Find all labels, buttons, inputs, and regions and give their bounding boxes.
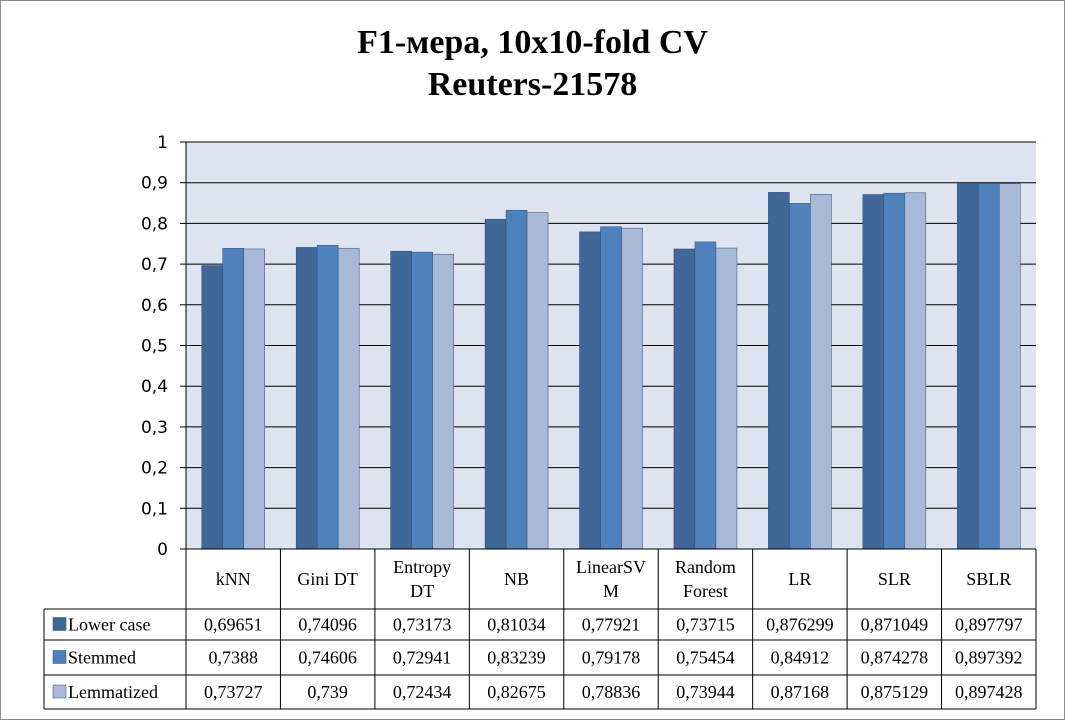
y-tick-label: 0,5 — [141, 337, 168, 357]
bar — [505, 209, 528, 550]
y-tick-label: 0,4 — [141, 377, 168, 397]
y-tick-label: 0,1 — [141, 499, 168, 519]
data-value-label: 0,897392 — [955, 648, 1023, 668]
y-tick-label: 0,8 — [141, 214, 168, 234]
data-value-label: 0,7388 — [208, 648, 258, 668]
legend-swatch — [52, 684, 67, 699]
data-value-label: 0,72941 — [393, 648, 452, 668]
bar — [810, 193, 832, 550]
category-label: Gini DT — [297, 569, 358, 589]
category-label: DT — [410, 581, 434, 601]
y-tick-label: 0,2 — [141, 459, 168, 479]
chart-title-line-2: Reuters-21578 — [427, 66, 638, 103]
bar — [621, 227, 643, 550]
data-value-label: 0,73944 — [676, 682, 735, 702]
legend-swatch — [52, 617, 67, 631]
bar — [768, 192, 790, 550]
category-label: Forest — [683, 581, 728, 601]
category-label: NB — [504, 569, 529, 589]
bar — [526, 212, 549, 550]
bar — [862, 194, 885, 550]
data-value-label: 0,875129 — [861, 682, 929, 702]
legend-label: Lower case — [68, 615, 150, 635]
data-value-label: 0,876299 — [766, 615, 834, 635]
data-value-label: 0,739 — [307, 682, 348, 702]
data-value-label: 0,84912 — [771, 648, 830, 668]
category-label: SLR — [878, 569, 911, 589]
bar — [673, 248, 696, 550]
bar — [201, 265, 223, 550]
bar — [243, 248, 265, 550]
y-tick-label: 0,7 — [141, 255, 168, 275]
data-value-label: 0,874278 — [861, 648, 929, 668]
data-value-label: 0,871049 — [861, 615, 929, 635]
category-label: kNN — [216, 569, 251, 589]
data-value-label: 0,69651 — [204, 615, 263, 635]
category-label: M — [603, 581, 619, 601]
data-value-label: 0,73715 — [676, 615, 735, 635]
data-value-label: 0,87168 — [771, 682, 830, 702]
data-value-label: 0,73173 — [393, 615, 452, 635]
bar — [999, 183, 1021, 550]
y-tick-label: 0 — [157, 540, 168, 560]
bar — [789, 203, 811, 550]
bar — [957, 183, 979, 550]
bar — [390, 250, 412, 550]
data-value-label: 0,72434 — [393, 682, 452, 702]
bar — [432, 253, 454, 550]
data-value-label: 0,78836 — [582, 682, 641, 702]
bar — [484, 218, 507, 550]
y-tick-label: 0,6 — [141, 296, 168, 316]
bar — [222, 248, 244, 550]
bar — [579, 231, 601, 550]
data-value-label: 0,77921 — [582, 615, 641, 635]
data-value-label: 0,82675 — [487, 682, 546, 702]
legend-label: Stemmed — [68, 648, 136, 668]
chart-title-line-1: F1-мера, 10x10-fold CV — [357, 24, 708, 61]
data-value-label: 0,74096 — [298, 615, 357, 635]
y-tick-label: 0,3 — [141, 418, 168, 438]
y-tick-label: 1 — [157, 133, 168, 153]
category-label: LR — [788, 569, 811, 589]
data-value-label: 0,897797 — [955, 615, 1023, 635]
data-value-label: 0,897428 — [955, 682, 1023, 702]
bar — [978, 183, 1000, 550]
chart-title: F1-мера, 10x10-fold CV Reuters-21578 — [0, 22, 1065, 106]
data-value-label: 0,75454 — [676, 648, 735, 668]
category-label: Random — [675, 557, 736, 577]
bar — [883, 192, 906, 550]
data-value-label: 0,74606 — [298, 648, 357, 668]
category-label: SBLR — [966, 569, 1011, 589]
bar — [904, 192, 927, 550]
bar — [411, 251, 433, 550]
bar — [694, 241, 717, 550]
category-label: LinearSV — [576, 557, 646, 577]
category-label: Entropy — [393, 557, 451, 577]
legend-swatch — [52, 650, 67, 664]
data-value-label: 0,73727 — [204, 682, 263, 702]
data-value-label: 0,79178 — [582, 648, 641, 668]
bar — [715, 247, 738, 550]
bar — [316, 245, 339, 550]
legend-label: Lemmatized — [68, 682, 158, 702]
data-value-label: 0,83239 — [487, 648, 546, 668]
y-tick-label: 0,9 — [141, 174, 168, 194]
bar — [600, 226, 622, 550]
data-value-label: 0,81034 — [487, 615, 546, 635]
bar — [337, 247, 360, 550]
bar — [295, 247, 318, 550]
